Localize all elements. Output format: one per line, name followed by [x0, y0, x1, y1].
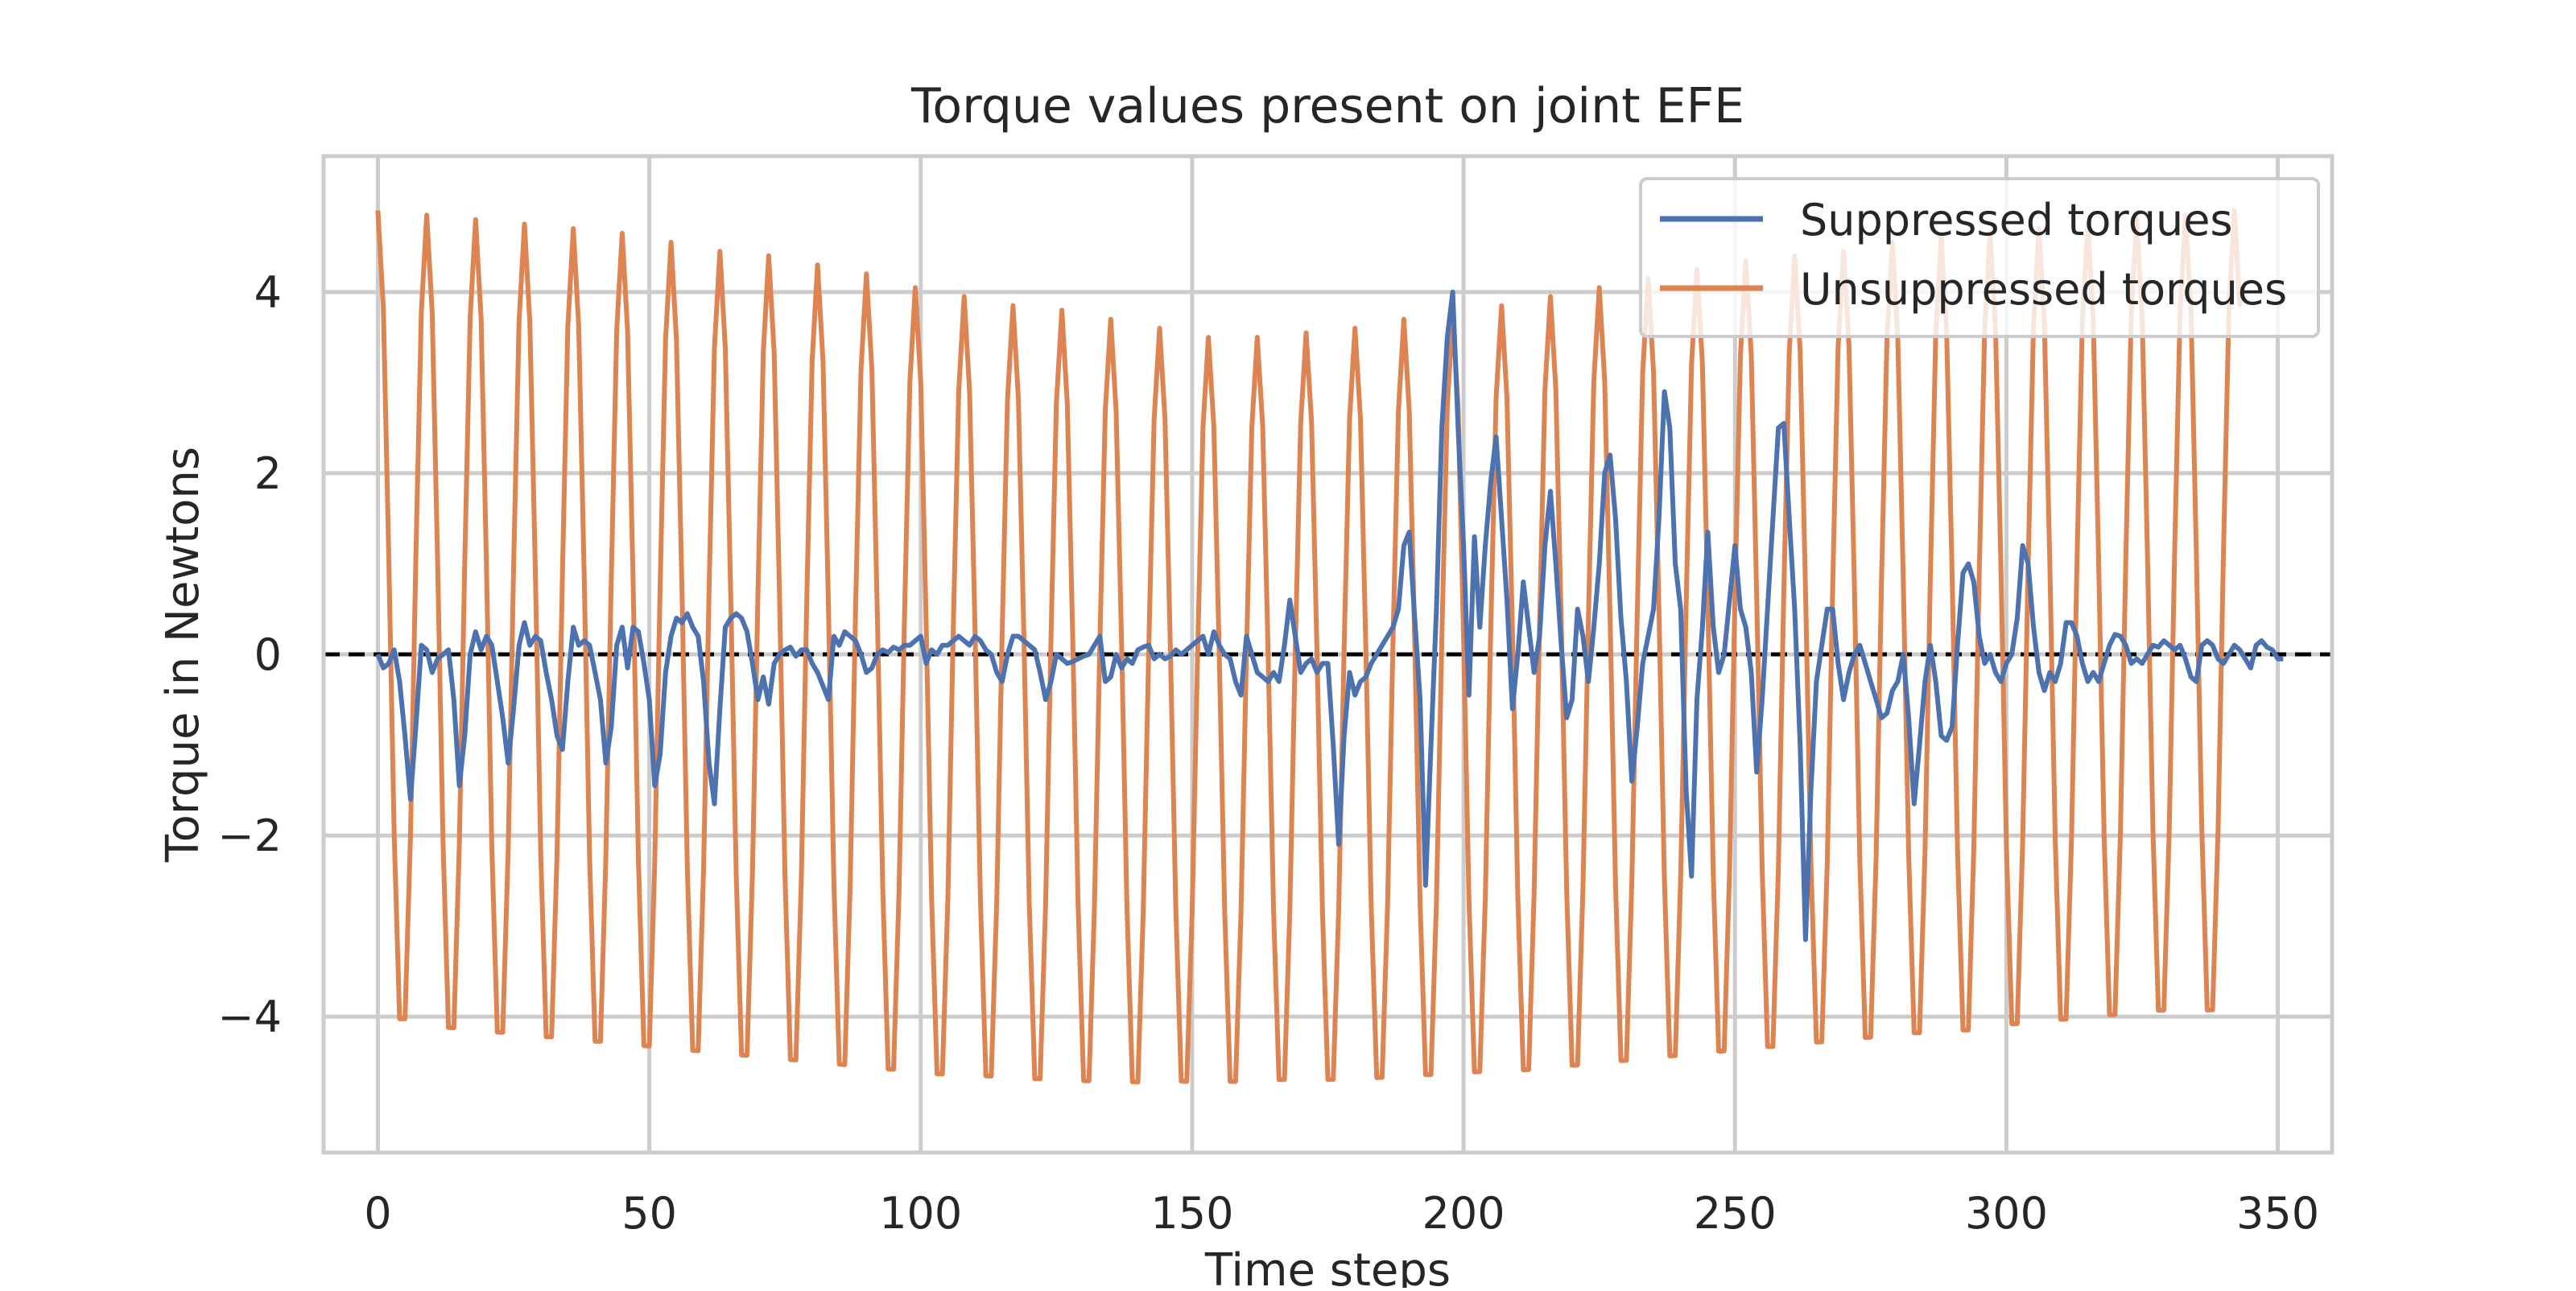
- x-tick-label: 100: [879, 1188, 962, 1239]
- x-tick-label: 200: [1422, 1188, 1505, 1239]
- x-tick-label: 350: [2236, 1188, 2319, 1239]
- x-tick-labels: 0 50 100 150 200 250 300 350: [364, 1188, 2319, 1239]
- y-tick-label: 0: [254, 629, 282, 680]
- legend-label: Unsuppressed torques: [1800, 264, 2287, 315]
- legend-box: [1639, 177, 2320, 338]
- chart-title: Torque values present on joint EFE: [910, 78, 1744, 134]
- x-tick-label: 300: [1965, 1188, 2048, 1239]
- series-line-suppressed-torques: [375, 289, 2284, 942]
- y-tick-label: 4: [254, 267, 282, 318]
- legend: Suppressed torques Unsuppressed torques: [1639, 177, 2320, 338]
- x-tick-label: 0: [364, 1188, 391, 1239]
- x-tick-label: 250: [1694, 1188, 1777, 1239]
- y-axis-label: Torque in Newtons: [157, 447, 209, 863]
- plot-frame: [321, 154, 2334, 1155]
- x-tick-label: 50: [621, 1188, 677, 1239]
- x-tick-label: 150: [1150, 1188, 1233, 1239]
- y-tick-label: 2: [254, 448, 282, 499]
- y-tick-labels: −4 −2 0 2 4: [217, 267, 282, 1042]
- y-tick-label: −2: [217, 810, 282, 861]
- series-line-unsuppressed-torques: [375, 208, 2243, 1085]
- legend-label: Suppressed torques: [1800, 195, 2233, 245]
- series-layer: [375, 208, 2284, 1085]
- x-axis-label: Time steps: [1204, 1244, 1451, 1288]
- y-tick-label: −4: [217, 992, 282, 1042]
